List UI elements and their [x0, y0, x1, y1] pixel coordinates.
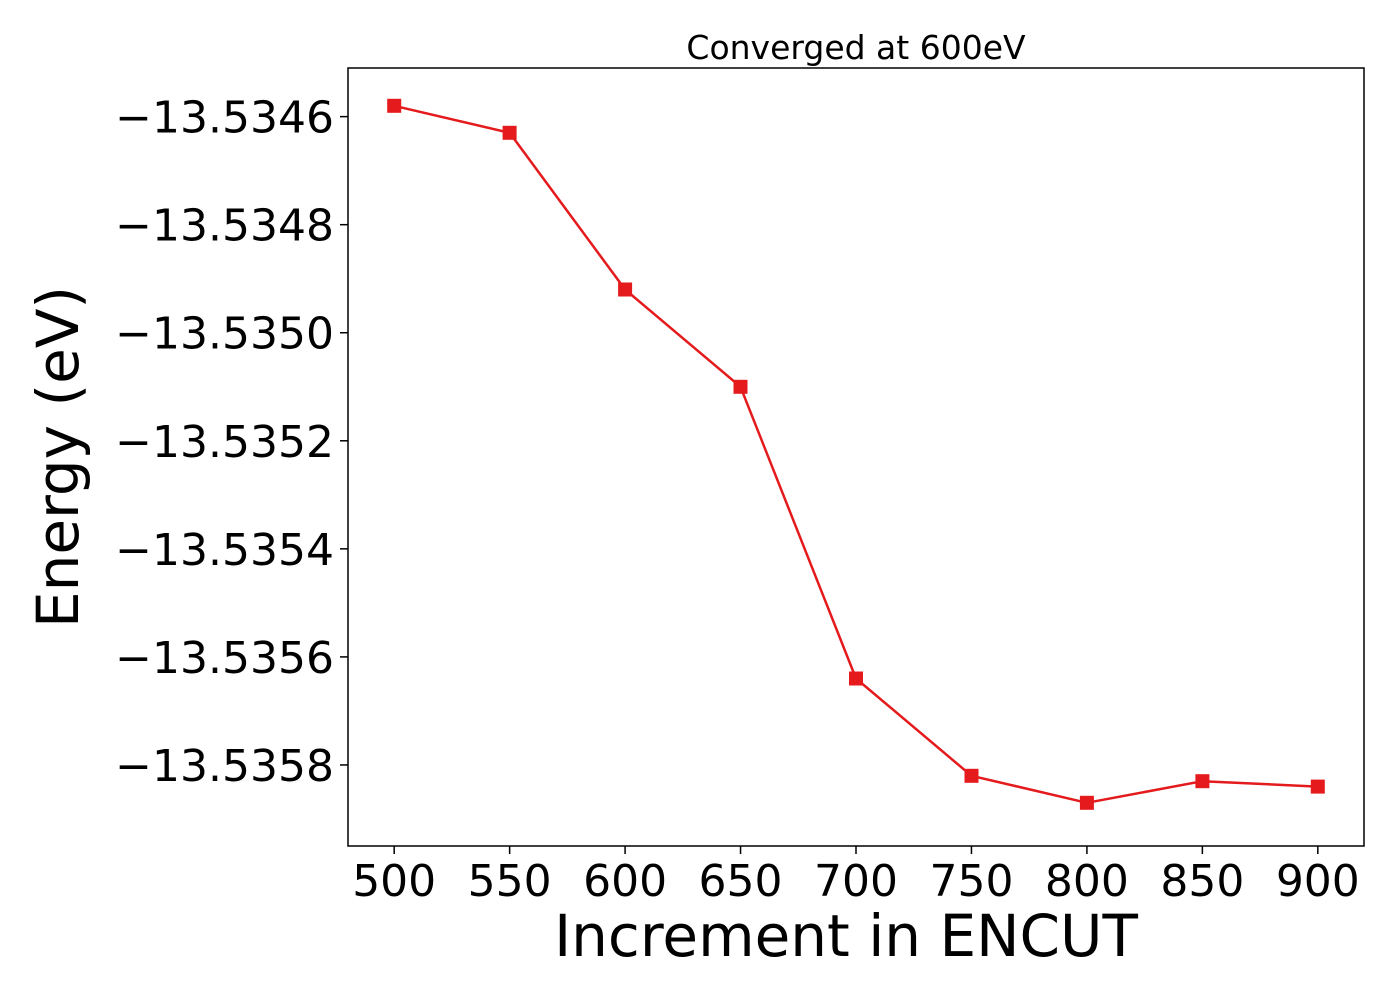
y-tick-label: −13.5356 — [115, 633, 334, 684]
x-tick-label: 900 — [1276, 856, 1360, 907]
x-tick-label: 700 — [814, 856, 898, 907]
series-layer — [387, 98, 1325, 810]
y-tick-label: −13.5352 — [115, 417, 334, 468]
y-tick-label: −13.5346 — [115, 93, 334, 144]
data-point — [618, 282, 633, 297]
y-tick-label: −13.5350 — [115, 309, 334, 360]
data-point — [733, 379, 748, 394]
data-point — [849, 671, 863, 686]
data-point — [1079, 795, 1094, 810]
data-point — [1310, 779, 1325, 794]
x-tick-label: 850 — [1160, 856, 1244, 907]
x-tick-label: 500 — [352, 856, 436, 907]
data-point — [502, 125, 517, 140]
y-tick-label: −13.5348 — [115, 201, 334, 252]
y-tick-label: −13.5354 — [115, 525, 334, 576]
x-tick-label: 800 — [1045, 856, 1129, 907]
x-tick-label: 550 — [468, 856, 552, 907]
plot-background — [348, 68, 1364, 846]
x-tick-label: 650 — [699, 856, 783, 907]
x-tick-label: 600 — [583, 856, 667, 907]
data-point — [1195, 774, 1210, 789]
chart-title: Converged at 600eV — [686, 28, 1026, 67]
x-axis-title: Increment in ENCUT — [554, 902, 1138, 970]
x-axis-ticks: 500 550 600 650 700 750 800 850 900 — [352, 846, 1360, 907]
x-tick-label: 750 — [929, 856, 1013, 907]
y-axis-title: Energy (eV) — [24, 286, 92, 628]
y-tick-label: −13.5358 — [115, 741, 334, 792]
data-point — [387, 98, 402, 113]
plot-frame — [347, 67, 1365, 847]
data-point — [964, 768, 979, 783]
y-axis-ticks: −13.5346 −13.5348 −13.5350 −13.5352 −13.5354… — [115, 93, 348, 792]
